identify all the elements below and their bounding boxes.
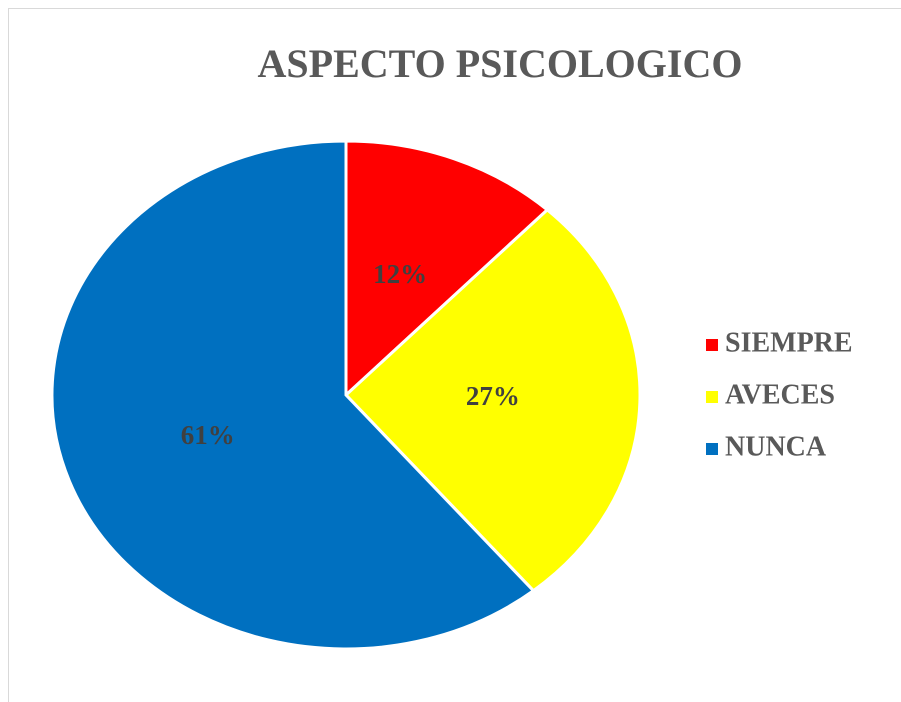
- chart-title: ASPECTO PSICOLOGICO: [258, 41, 743, 86]
- legend-swatch: [706, 391, 718, 403]
- pie-slice: [50, 139, 536, 651]
- chart-frame: [8, 8, 901, 702]
- data-label: 12%: [373, 259, 427, 289]
- legend-label: NUNCA: [725, 431, 827, 462]
- pie-slice: [343, 207, 642, 593]
- legend-label: SIEMPRE: [725, 327, 853, 358]
- legend-swatch: [706, 443, 718, 455]
- data-label: 61%: [181, 420, 235, 450]
- pie-slice: [344, 139, 550, 399]
- legend-label: AVECES: [725, 379, 835, 410]
- data-label: 27%: [466, 381, 520, 411]
- legend-swatch: [706, 339, 718, 351]
